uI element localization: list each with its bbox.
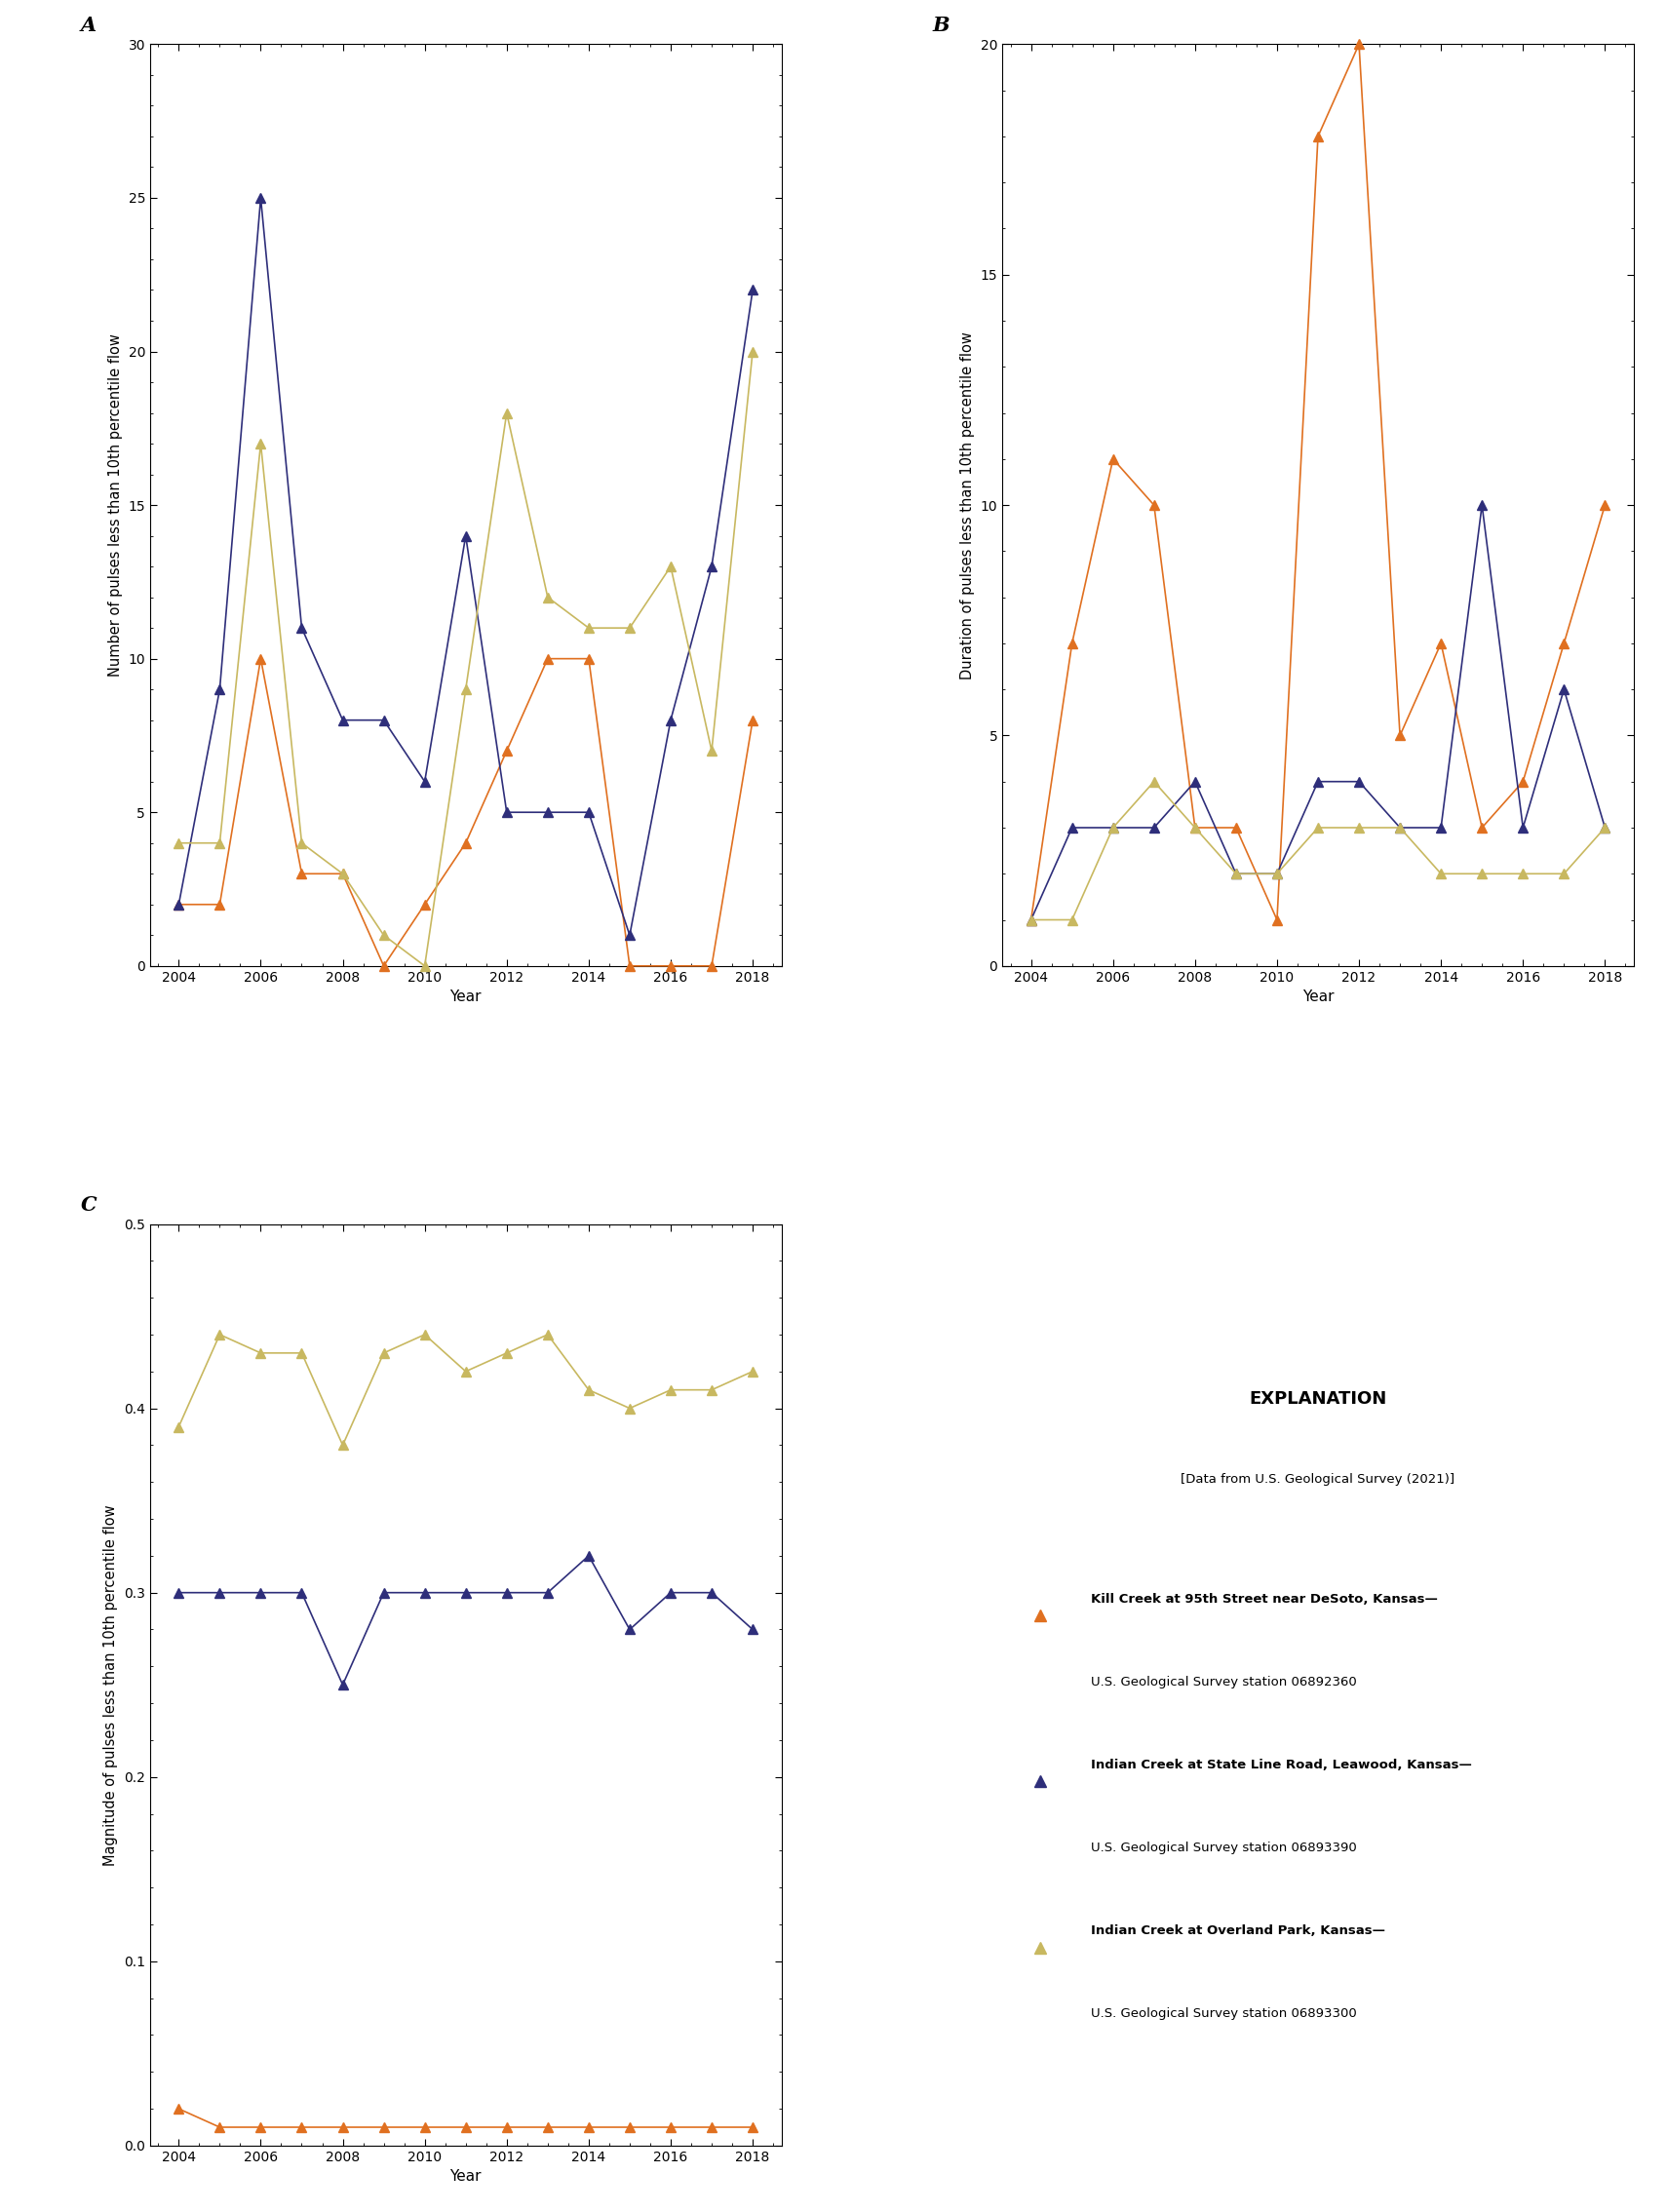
Text: C: C: [80, 1194, 97, 1214]
Text: U.S. Geological Survey station 06893300: U.S. Geological Survey station 06893300: [1090, 2006, 1357, 2020]
Text: U.S. Geological Survey station 06893390: U.S. Geological Survey station 06893390: [1090, 1840, 1357, 1854]
Y-axis label: Magnitude of pulses less than 10th percentile flow: Magnitude of pulses less than 10th perce…: [103, 1504, 118, 1865]
Text: Indian Creek at Overland Park, Kansas—: Indian Creek at Overland Park, Kansas—: [1090, 1924, 1385, 1938]
Text: B: B: [934, 15, 950, 35]
Y-axis label: Number of pulses less than 10th percentile flow: Number of pulses less than 10th percenti…: [108, 334, 123, 677]
Text: Indian Creek at State Line Road, Leawood, Kansas—: Indian Creek at State Line Road, Leawood…: [1090, 1759, 1472, 1772]
Text: U.S. Geological Survey station 06892360: U.S. Geological Survey station 06892360: [1090, 1674, 1357, 1688]
Y-axis label: Duration of pulses less than 10th percentile flow: Duration of pulses less than 10th percen…: [960, 332, 975, 679]
Text: EXPLANATION: EXPLANATION: [1249, 1389, 1387, 1407]
X-axis label: Year: Year: [1302, 989, 1334, 1004]
X-axis label: Year: Year: [450, 2170, 482, 2183]
Text: A: A: [80, 15, 97, 35]
X-axis label: Year: Year: [450, 989, 482, 1004]
Text: Kill Creek at 95th Street near DeSoto, Kansas—: Kill Creek at 95th Street near DeSoto, K…: [1090, 1593, 1437, 1606]
Text: [Data from U.S. Geological Survey (2021)]: [Data from U.S. Geological Survey (2021)…: [1180, 1473, 1455, 1486]
